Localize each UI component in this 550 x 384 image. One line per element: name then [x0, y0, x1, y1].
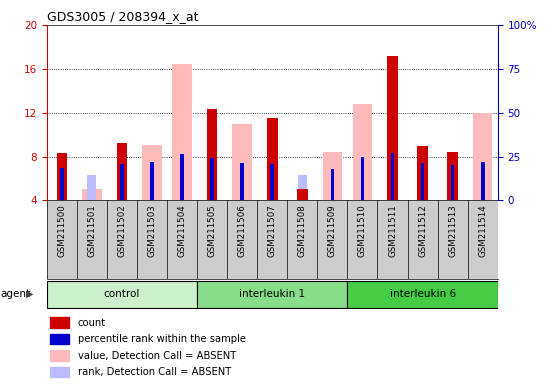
Text: GSM211512: GSM211512: [418, 204, 427, 257]
Bar: [361, 157, 364, 200]
Bar: [60, 167, 64, 200]
Bar: [87, 175, 96, 200]
Text: GSM211509: GSM211509: [328, 204, 337, 257]
Text: GSM211506: GSM211506: [238, 204, 247, 257]
Text: GSM211508: GSM211508: [298, 204, 307, 257]
Text: ▶: ▶: [26, 289, 34, 299]
Text: interleukin 6: interleukin 6: [389, 288, 455, 298]
Text: percentile rank within the sample: percentile rank within the sample: [78, 334, 246, 344]
Bar: [47, 281, 197, 308]
Bar: [172, 65, 192, 200]
Bar: [233, 124, 252, 200]
Text: GSM211504: GSM211504: [178, 204, 186, 257]
Text: interleukin 1: interleukin 1: [239, 288, 305, 298]
Bar: [331, 169, 334, 200]
Bar: [298, 175, 307, 200]
Text: GSM211501: GSM211501: [87, 204, 96, 257]
Bar: [390, 153, 394, 200]
Bar: [82, 189, 102, 200]
Bar: [353, 104, 372, 200]
Text: GSM211511: GSM211511: [388, 204, 397, 257]
Text: value, Detection Call = ABSENT: value, Detection Call = ABSENT: [78, 351, 236, 361]
Bar: [142, 144, 162, 200]
Bar: [451, 166, 454, 200]
Text: control: control: [104, 288, 140, 298]
Bar: [387, 56, 398, 200]
Bar: [180, 154, 184, 200]
Text: agent: agent: [1, 289, 31, 299]
Bar: [240, 163, 244, 200]
Bar: [447, 152, 458, 200]
Bar: [51, 350, 69, 361]
Text: GSM211514: GSM211514: [478, 204, 487, 257]
Bar: [150, 162, 154, 200]
Bar: [271, 164, 274, 200]
Bar: [210, 158, 214, 200]
Text: GSM211510: GSM211510: [358, 204, 367, 257]
Bar: [481, 162, 485, 200]
Text: GSM211505: GSM211505: [207, 204, 217, 257]
Text: GSM211502: GSM211502: [117, 204, 126, 257]
Bar: [348, 281, 498, 308]
Bar: [473, 113, 492, 200]
Bar: [57, 153, 67, 200]
Text: GSM211500: GSM211500: [57, 204, 67, 257]
Bar: [207, 109, 217, 200]
Text: count: count: [78, 318, 106, 328]
Bar: [421, 163, 425, 200]
Text: GSM211503: GSM211503: [147, 204, 157, 257]
Bar: [197, 281, 348, 308]
Text: rank, Detection Call = ABSENT: rank, Detection Call = ABSENT: [78, 367, 231, 377]
Bar: [297, 189, 307, 200]
Bar: [120, 164, 124, 200]
Text: GSM211513: GSM211513: [448, 204, 457, 257]
Bar: [51, 367, 69, 377]
Text: GDS3005 / 208394_x_at: GDS3005 / 208394_x_at: [47, 10, 198, 23]
Bar: [323, 152, 342, 200]
Text: GSM211507: GSM211507: [268, 204, 277, 257]
Bar: [267, 118, 278, 200]
Bar: [417, 146, 428, 200]
Bar: [51, 317, 69, 328]
Bar: [51, 334, 69, 344]
Bar: [117, 143, 127, 200]
